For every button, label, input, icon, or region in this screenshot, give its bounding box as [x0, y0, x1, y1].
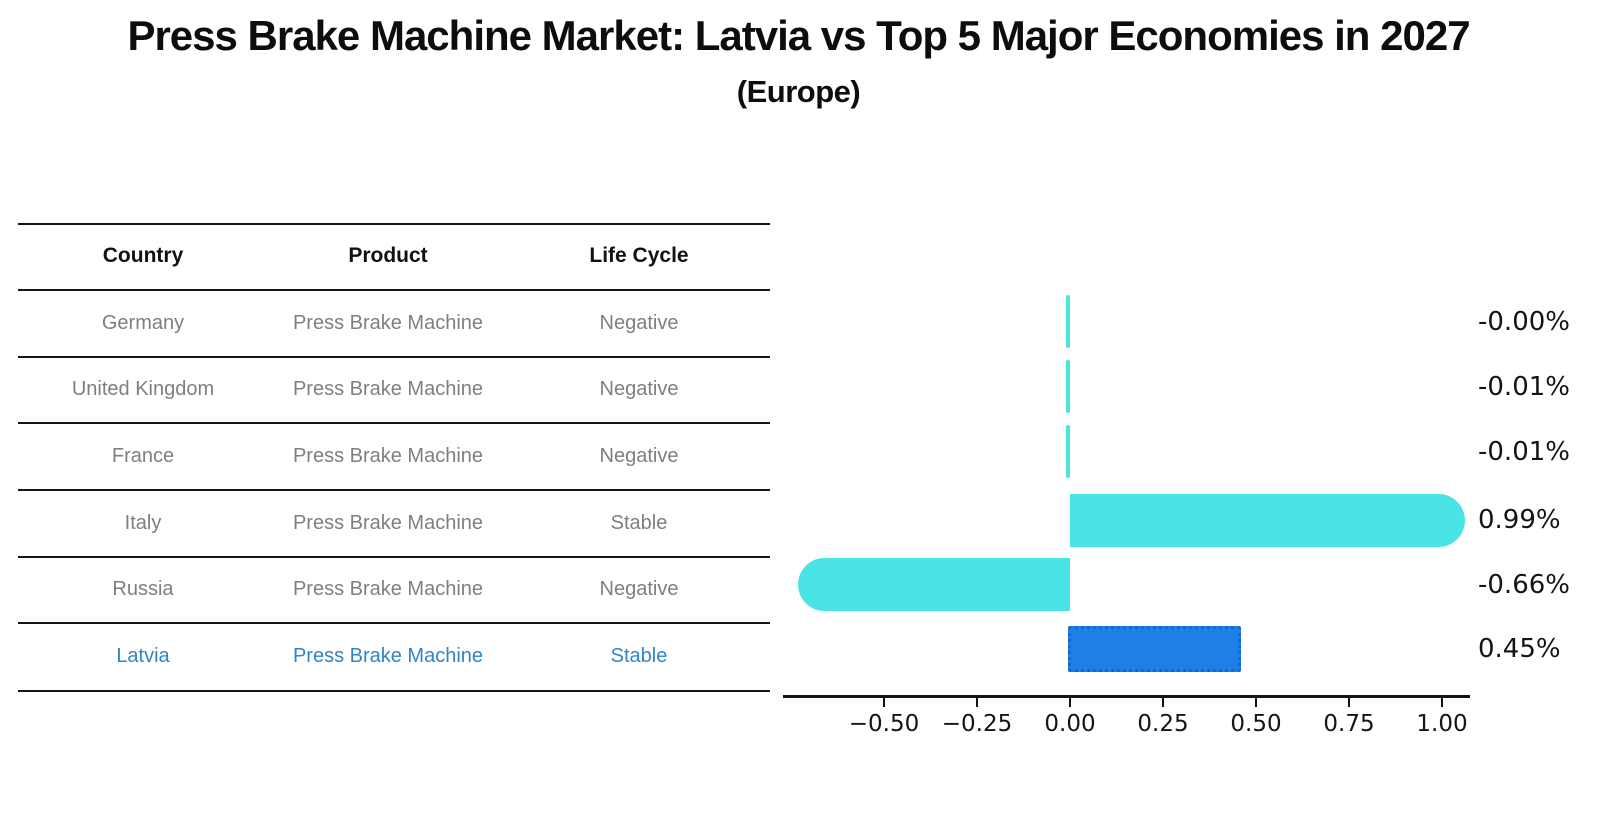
- value-label-united-kingdom: -0.01%: [1478, 371, 1570, 402]
- table-grid-line: [18, 489, 770, 491]
- table-cell-country-united-kingdom: United Kingdom: [71, 378, 215, 400]
- table-cell-product-united-kingdom: Press Brake Machine: [292, 378, 484, 400]
- x-axis-tick-label: 0.00: [1044, 711, 1096, 737]
- table-grid-line: [18, 556, 770, 558]
- x-axis-tick: [1348, 698, 1350, 707]
- x-axis-tick: [976, 698, 978, 707]
- bar-italy: [1070, 493, 1465, 547]
- x-axis-tick: [1069, 698, 1071, 707]
- x-axis-line: [783, 695, 1470, 698]
- bar-latvia: [1068, 626, 1241, 672]
- table-cell-life_cycle-italy: Stable: [610, 511, 668, 534]
- table-header-country: Country: [102, 244, 184, 267]
- table-grid-line: [18, 690, 770, 692]
- table-cell-country-italy: Italy: [124, 511, 162, 534]
- value-label-france: -0.01%: [1478, 436, 1570, 467]
- table-header-life_cycle: Life Cycle: [589, 244, 689, 267]
- x-axis-tick-label: −0.25: [941, 711, 1013, 737]
- table-grid-line: [18, 289, 770, 291]
- table-cell-country-latvia: Latvia: [116, 645, 170, 667]
- value-label-latvia: 0.45%: [1478, 634, 1561, 664]
- table-cell-product-france: Press Brake Machine: [292, 444, 484, 467]
- table-cell-country-russia: Russia: [112, 578, 174, 600]
- table-cell-country-germany: Germany: [101, 311, 185, 334]
- table-grid-line: [18, 622, 770, 624]
- x-axis-tick: [1255, 698, 1257, 707]
- bar-france: [1066, 425, 1070, 478]
- bar-russia: [797, 558, 1070, 611]
- x-axis-tick-label: 0.50: [1230, 711, 1282, 737]
- page-title: Press Brake Machine Market: Latvia vs To…: [127, 12, 1470, 59]
- table-cell-life_cycle-latvia: Stable: [610, 645, 668, 667]
- table-cell-life_cycle-united-kingdom: Negative: [599, 378, 679, 400]
- x-axis-tick: [883, 698, 885, 707]
- table-cell-product-italy: Press Brake Machine: [292, 511, 484, 534]
- x-axis-tick-label: −0.50: [848, 711, 920, 737]
- x-axis-tick: [1162, 698, 1164, 707]
- value-label-germany: -0.00%: [1478, 306, 1570, 337]
- value-label-italy: 0.99%: [1478, 505, 1561, 535]
- table-cell-product-russia: Press Brake Machine: [292, 578, 484, 600]
- bar-germany: [1066, 295, 1070, 348]
- x-axis-tick-label: 1.00: [1416, 711, 1468, 737]
- bar-united-kingdom: [1066, 360, 1070, 413]
- table-grid-line: [18, 356, 770, 358]
- page-subtitle: (Europe): [736, 74, 861, 109]
- table-cell-product-latvia: Press Brake Machine: [292, 645, 484, 667]
- table-header-product: Product: [348, 244, 428, 267]
- table-grid-line: [18, 223, 770, 225]
- table-cell-life_cycle-france: Negative: [599, 444, 679, 467]
- x-axis-tick-label: 0.75: [1323, 711, 1375, 737]
- table-grid-line: [18, 422, 770, 424]
- value-label-russia: -0.66%: [1478, 569, 1570, 600]
- x-axis-tick: [1441, 698, 1443, 707]
- table-cell-life_cycle-germany: Negative: [599, 311, 679, 334]
- table-cell-product-germany: Press Brake Machine: [292, 311, 484, 334]
- table-cell-life_cycle-russia: Negative: [599, 578, 679, 600]
- x-axis-tick-label: 0.25: [1137, 711, 1189, 737]
- table-cell-country-france: France: [111, 444, 175, 467]
